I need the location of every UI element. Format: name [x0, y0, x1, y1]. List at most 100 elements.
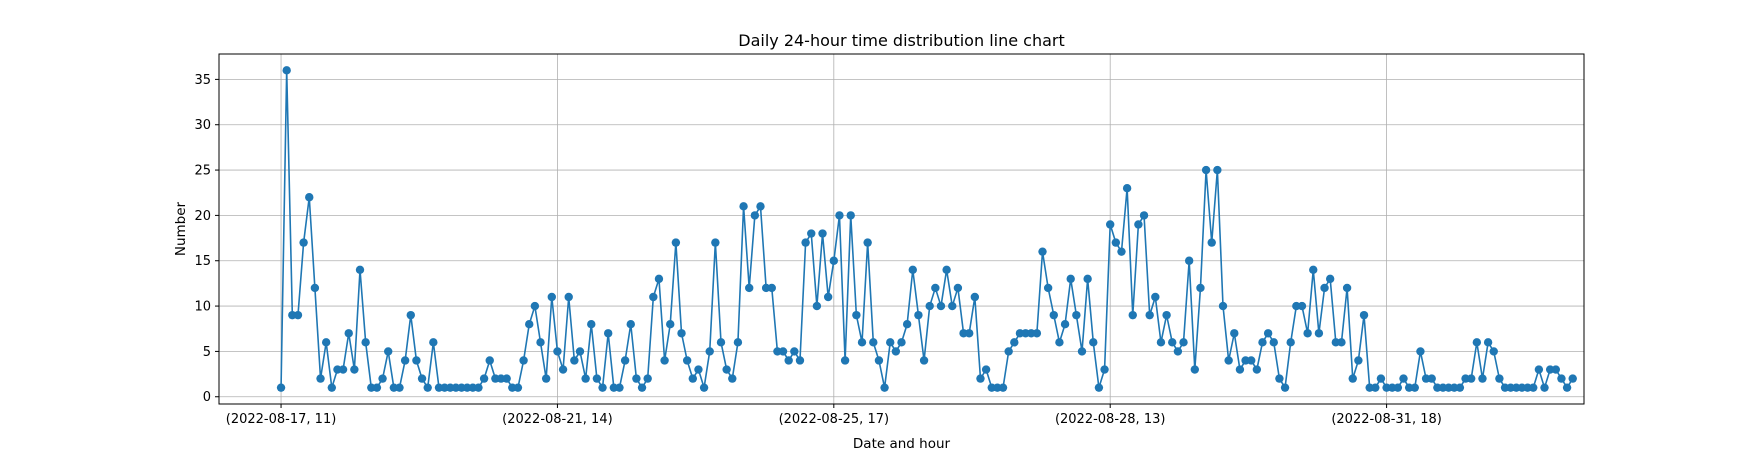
x-tick-label: (2022-08-25, 17) — [779, 412, 890, 427]
data-point — [722, 365, 731, 374]
data-point — [869, 338, 878, 347]
data-point — [1196, 283, 1205, 293]
data-point — [711, 238, 720, 247]
data-point — [998, 383, 1008, 392]
y-tick-label: 15 — [194, 254, 211, 269]
data-point — [852, 310, 861, 320]
data-point — [1055, 338, 1064, 347]
data-point — [1314, 329, 1324, 338]
data-point — [694, 365, 703, 374]
data-point — [1038, 247, 1047, 256]
data-point — [1286, 338, 1295, 347]
data-point — [1066, 274, 1075, 284]
data-point — [1247, 356, 1256, 365]
data-point — [699, 383, 709, 392]
data-point — [1489, 347, 1498, 356]
data-point — [795, 356, 805, 365]
x-tick-label: (2022-08-31, 18) — [1331, 412, 1442, 427]
data-point — [970, 292, 980, 302]
data-point — [1483, 338, 1493, 347]
data-point — [474, 383, 483, 392]
data-point — [660, 356, 669, 365]
data-point — [823, 292, 833, 302]
data-point — [1309, 265, 1318, 274]
data-point — [1557, 374, 1566, 383]
data-point — [1275, 374, 1284, 383]
data-point — [598, 383, 607, 392]
data-point — [1269, 338, 1278, 347]
data-point — [530, 301, 540, 311]
data-point — [1043, 283, 1053, 293]
data-point — [874, 356, 884, 365]
data-point — [1122, 184, 1132, 193]
data-point — [1151, 292, 1160, 302]
data-point — [1466, 374, 1476, 383]
data-point — [1060, 320, 1070, 329]
data-point — [536, 338, 545, 347]
data-point — [829, 256, 839, 265]
data-point — [350, 365, 359, 374]
y-axis-label: Number — [173, 201, 189, 256]
y-tick-label: 5 — [203, 345, 211, 360]
data-point — [1551, 365, 1561, 374]
data-point — [846, 211, 855, 220]
data-point — [1072, 310, 1081, 320]
data-point — [564, 292, 573, 302]
data-point — [1371, 383, 1380, 392]
data-point — [1139, 211, 1149, 220]
data-point — [981, 365, 991, 374]
data-point — [886, 338, 895, 347]
data-point — [1106, 220, 1115, 229]
data-point — [784, 356, 793, 365]
data-point — [863, 238, 872, 247]
data-point — [1455, 383, 1465, 392]
y-tick-label: 10 — [194, 300, 211, 315]
data-point — [1145, 310, 1154, 320]
data-point — [1568, 374, 1577, 383]
data-point — [1168, 338, 1177, 347]
data-point — [417, 374, 427, 383]
data-point — [897, 338, 906, 347]
data-point — [677, 329, 686, 338]
data-point — [1128, 310, 1137, 320]
data-point — [513, 383, 523, 392]
data-point — [1303, 329, 1312, 338]
data-point — [1111, 238, 1121, 247]
data-point — [1224, 356, 1233, 365]
data-point — [1325, 274, 1335, 284]
data-point — [671, 238, 681, 247]
data-point — [919, 356, 929, 365]
data-point — [1117, 247, 1126, 256]
data-point — [293, 310, 303, 320]
data-point — [587, 320, 596, 329]
y-tick-label: 25 — [194, 164, 211, 179]
data-point — [818, 229, 827, 238]
data-point — [1427, 374, 1436, 383]
y-tick-label: 30 — [194, 118, 211, 133]
data-point — [1218, 301, 1228, 311]
data-point — [344, 329, 353, 338]
data-point — [547, 292, 556, 302]
data-point — [310, 283, 320, 293]
data-point — [395, 383, 404, 392]
data-point — [643, 374, 652, 383]
data-point — [976, 374, 985, 383]
y-tick-label: 0 — [203, 390, 211, 405]
data-point — [1320, 283, 1329, 293]
data-point — [767, 283, 776, 293]
data-point — [575, 347, 585, 356]
data-point — [1472, 338, 1482, 347]
data-point — [1230, 329, 1239, 338]
data-point — [327, 383, 337, 392]
data-point — [728, 374, 737, 383]
data-point — [1348, 374, 1357, 383]
data-point — [654, 274, 664, 284]
data-point — [1213, 165, 1222, 175]
x-tick-label: (2022-08-21, 14) — [502, 412, 613, 427]
data-point — [372, 383, 382, 392]
data-point — [1134, 220, 1143, 229]
data-point — [1258, 338, 1267, 347]
data-point — [1190, 365, 1200, 374]
